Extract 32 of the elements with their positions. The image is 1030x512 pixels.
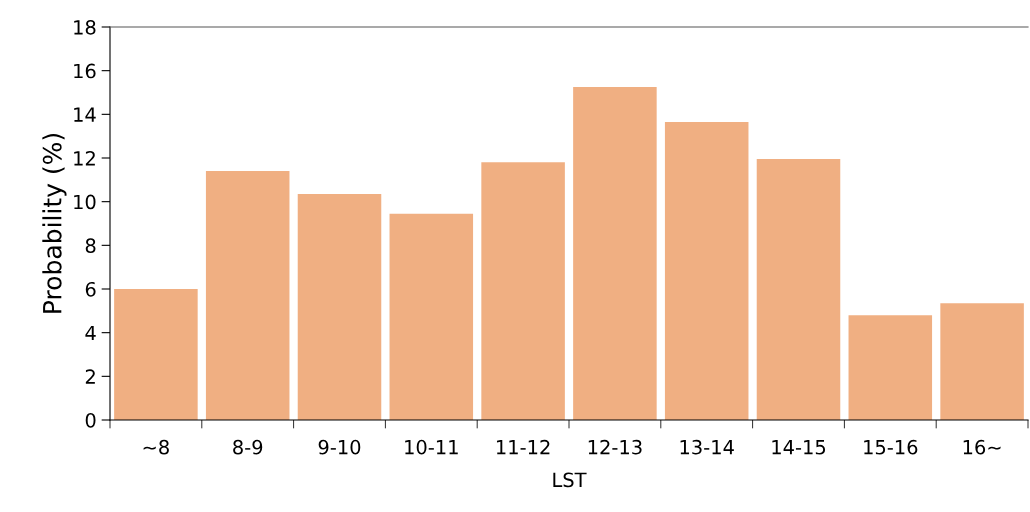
y-tick-label: 2 [85, 369, 95, 384]
y-tick-label: 6 [85, 281, 96, 297]
x-tick-label: ~8 [143, 439, 169, 455]
bar [297, 194, 382, 420]
x-tick-label: 10-11 [405, 439, 458, 455]
bar [114, 289, 198, 420]
bar [573, 87, 657, 420]
y-tick-label: 4 [85, 325, 96, 341]
y-tick-label: 16 [74, 63, 96, 79]
y-tick-label: 8 [85, 238, 96, 253]
y-tick-label: 10 [74, 194, 96, 210]
x-tick-label: 13-14 [680, 439, 734, 455]
y-tick-label: 12 [74, 150, 95, 166]
bar [389, 213, 474, 420]
bar [481, 162, 565, 420]
x-tick-label: 8-9 [233, 439, 263, 455]
x-tick-label: 12-13 [588, 439, 642, 455]
x-tick-label: 16~ [963, 439, 1001, 455]
x-tick-label: 11-12 [496, 439, 550, 455]
x-axis-title: LST [553, 472, 587, 488]
x-tick-label: 14-15 [772, 440, 826, 455]
y-axis-title: Probability (%) [42, 133, 67, 313]
bar [940, 303, 1024, 420]
x-tick-label: 9-10 [318, 439, 361, 455]
y-tick-label: 0 [85, 412, 96, 428]
bar [664, 121, 749, 420]
bar [205, 171, 290, 420]
bar [756, 159, 841, 420]
y-tick-label: 18 [74, 19, 96, 35]
y-tick-label: 14 [74, 107, 96, 122]
bar [848, 315, 933, 420]
x-tick-label: 15-16 [864, 439, 918, 455]
